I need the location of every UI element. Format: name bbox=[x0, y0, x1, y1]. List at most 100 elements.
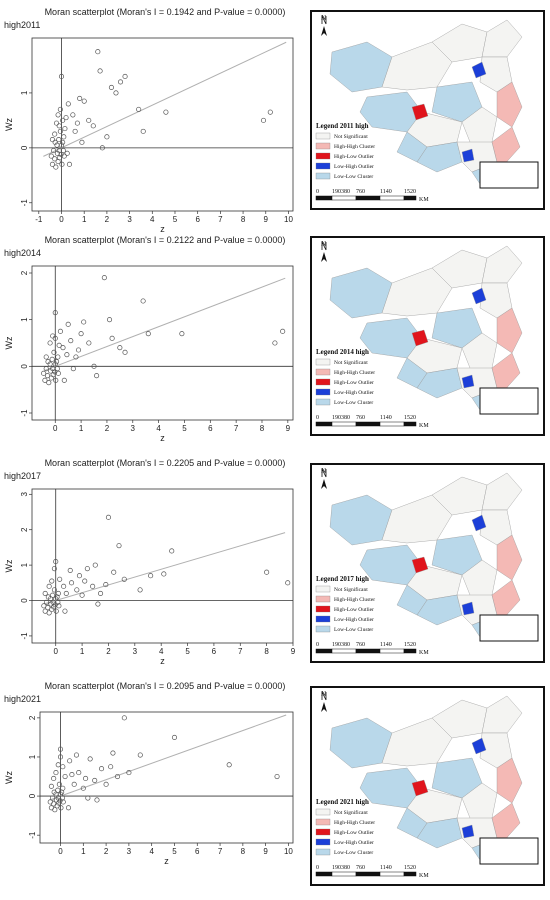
south-china-sea-inset bbox=[479, 387, 539, 415]
scatter-point bbox=[116, 543, 122, 549]
x-tick-label: 3 bbox=[127, 215, 132, 224]
scale-bar-segment bbox=[315, 871, 333, 877]
scatter-point bbox=[97, 68, 103, 74]
legend-swatch bbox=[315, 388, 331, 396]
scale-bar-unit: KM bbox=[419, 197, 429, 203]
scatter-point bbox=[260, 117, 267, 123]
x-tick-label: 5 bbox=[185, 647, 190, 656]
legend-swatch bbox=[315, 162, 331, 170]
scatter-point bbox=[61, 583, 67, 589]
scatter-point bbox=[74, 120, 80, 126]
scale-bar-segment bbox=[355, 421, 381, 427]
scale-bar-label: 760 bbox=[356, 415, 365, 421]
scatter-point bbox=[49, 356, 55, 362]
scatter-point bbox=[140, 128, 146, 134]
scatter-point bbox=[86, 117, 92, 123]
scatter-point bbox=[272, 340, 278, 346]
scale-bar-segment bbox=[331, 648, 357, 654]
x-tick-label: 9 bbox=[263, 847, 268, 856]
scatter-point bbox=[57, 576, 63, 582]
x-tick-label: 9 bbox=[286, 424, 291, 433]
x-tick-label: 4 bbox=[156, 424, 161, 433]
scale-bar-unit: KM bbox=[419, 650, 429, 656]
plot-title: Moran scatterplot (Moran's I = 0.1942 an… bbox=[45, 7, 286, 17]
scatter-point bbox=[77, 95, 83, 101]
x-axis-label: z bbox=[164, 856, 169, 866]
scatter-point bbox=[56, 342, 62, 348]
scatter-point bbox=[103, 582, 109, 588]
y-axis-label: Wz bbox=[4, 336, 14, 349]
scatter-point bbox=[57, 128, 63, 134]
scatter-point bbox=[55, 112, 61, 118]
north-label: N bbox=[321, 240, 326, 248]
map-legend-title: Legend 2021 high bbox=[316, 798, 369, 806]
legend-swatch bbox=[315, 808, 331, 816]
scatter-point bbox=[55, 787, 61, 793]
scale-bar-segment bbox=[355, 195, 381, 201]
scale-bar-segment bbox=[331, 871, 357, 877]
legend-item-label: Not Significant bbox=[334, 809, 368, 816]
scatter-point bbox=[56, 603, 62, 609]
scatter-point bbox=[79, 139, 85, 145]
low-high-region bbox=[471, 61, 487, 79]
x-tick-label: 9 bbox=[291, 647, 296, 656]
scale-bar-segment bbox=[355, 648, 381, 654]
scale-bar-label: 1140 bbox=[380, 415, 392, 421]
high-low-region bbox=[411, 329, 429, 347]
moran-scatterplot: Moran scatterplot (Moran's I = 0.2122 an… bbox=[4, 235, 294, 443]
scatter-point bbox=[57, 754, 64, 760]
legend-swatch bbox=[315, 368, 331, 376]
scatter-point bbox=[274, 773, 280, 780]
scatter-point bbox=[63, 590, 69, 596]
moran-scatterplot: Moran scatterplot (Moran's I = 0.2205 an… bbox=[4, 458, 296, 666]
map-canvas: N Legend 2011 high Not Significant High-Hig… bbox=[315, 14, 539, 203]
scale-bar-segment bbox=[331, 195, 357, 201]
scatter-point bbox=[58, 73, 65, 79]
x-tick-label: 3 bbox=[131, 424, 136, 433]
scatter-point bbox=[57, 328, 63, 334]
y-tick-label: 2 bbox=[20, 270, 29, 275]
scatter-point bbox=[58, 142, 65, 148]
scatter-point bbox=[67, 567, 73, 573]
x-tick-label: 0 bbox=[53, 424, 58, 433]
scatter-point bbox=[50, 372, 56, 378]
scatter-point bbox=[55, 354, 61, 360]
province-region bbox=[396, 131, 428, 163]
x-tick-label: 1 bbox=[82, 215, 87, 224]
scatter-point bbox=[60, 139, 66, 145]
north-arrow-head-icon bbox=[321, 252, 327, 262]
scatter-point bbox=[44, 373, 51, 379]
lisa-cluster-map: N Legend 2017 high Not Significant High-Hig… bbox=[310, 463, 545, 663]
scatter-point bbox=[79, 592, 85, 598]
scatter-point bbox=[122, 73, 128, 79]
x-tick-label: 9 bbox=[264, 215, 269, 224]
x-tick-label: 3 bbox=[133, 647, 138, 656]
legend-item-label: Not Significant bbox=[334, 133, 368, 140]
scale-bar-label: 1140 bbox=[380, 642, 392, 648]
scatter-point bbox=[58, 805, 64, 811]
scale-bar-label: 0 bbox=[316, 189, 319, 195]
province-region bbox=[491, 126, 521, 168]
scatter-point bbox=[95, 49, 101, 55]
scatter-point bbox=[62, 126, 68, 132]
scatter-point bbox=[117, 345, 123, 351]
scatter-point bbox=[63, 115, 69, 121]
map-canvas: N Legend 2014 high Not Significant High-Hig… bbox=[315, 240, 539, 429]
scatter-point bbox=[73, 752, 80, 758]
scale-bar-segment bbox=[403, 871, 417, 877]
y-tick-label: 1 bbox=[20, 90, 29, 95]
province-region bbox=[496, 534, 523, 581]
x-tick-label: 7 bbox=[218, 215, 223, 224]
north-arrow-icon bbox=[321, 691, 327, 701]
y-tick-label: -1 bbox=[20, 199, 29, 207]
scatter-point bbox=[43, 366, 49, 372]
scale-bar-label: 1520 bbox=[404, 415, 416, 421]
province-region bbox=[496, 307, 523, 354]
scale-bar-label: 1140 bbox=[380, 865, 392, 871]
scale-bar-segment bbox=[331, 421, 357, 427]
scatter-point bbox=[121, 715, 127, 721]
scatter-point bbox=[80, 785, 86, 791]
map-canvas: N Legend 2021 high Not Significant High-Hig… bbox=[315, 690, 539, 879]
scatter-point bbox=[90, 123, 96, 129]
legend-item-label: Not Significant bbox=[334, 586, 368, 593]
